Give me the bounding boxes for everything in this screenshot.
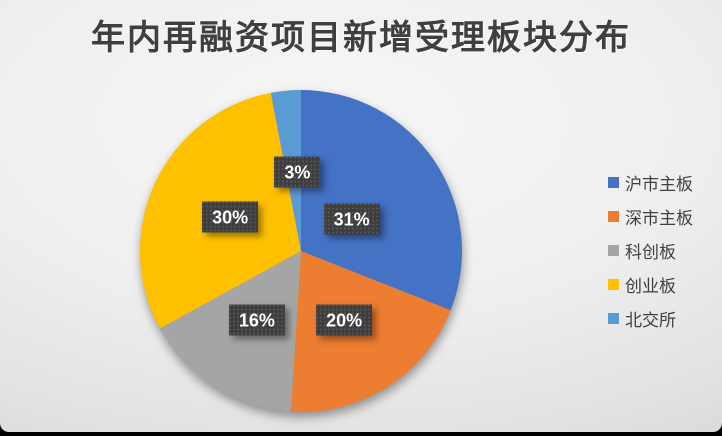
legend-label: 深市主板 bbox=[625, 208, 693, 228]
pie-data-label-沪市主板: 31% bbox=[323, 203, 380, 235]
legend-label: 科创板 bbox=[625, 242, 676, 262]
legend-color-swatch-icon bbox=[608, 244, 619, 256]
pie-data-label-北交所: 3% bbox=[274, 156, 321, 188]
pie-slice-沪市主板 bbox=[301, 90, 462, 311]
pie-data-label-深市主板: 20% bbox=[316, 304, 373, 336]
legend-item-hushi-zhuban: 沪市主板 bbox=[608, 165, 693, 199]
legend-color-swatch-icon bbox=[608, 312, 619, 324]
legend-item-kechuangban: 科创板 bbox=[608, 233, 693, 267]
legend-color-swatch-icon bbox=[608, 176, 619, 188]
legend-item-beijiaosuo: 北交所 bbox=[608, 301, 693, 335]
legend-label: 北交所 bbox=[625, 310, 676, 330]
legend-label: 沪市主板 bbox=[625, 174, 693, 194]
legend-item-chuangyeban: 创业板 bbox=[608, 267, 693, 301]
legend-color-swatch-icon bbox=[608, 210, 619, 222]
legend-item-shenshi-zhuban: 深市主板 bbox=[608, 199, 693, 233]
legend-label: 创业板 bbox=[625, 276, 676, 296]
pie-data-label-科创板: 16% bbox=[228, 304, 285, 336]
legend-color-swatch-icon bbox=[608, 278, 619, 290]
chart-legend: 沪市主板 深市主板 科创板 创业板 北交所 bbox=[608, 165, 693, 335]
pie-data-label-创业板: 30% bbox=[202, 201, 259, 233]
chart-title: 年内再融资项目新增受理板块分布 bbox=[91, 19, 631, 57]
